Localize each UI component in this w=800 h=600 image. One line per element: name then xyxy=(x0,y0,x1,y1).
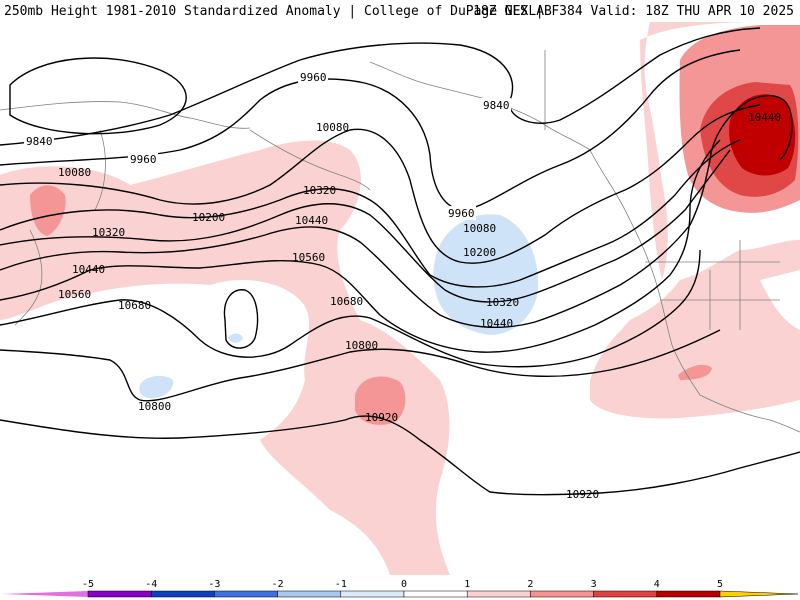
legend-segment xyxy=(593,590,658,598)
contour-label-9960-a: 9960 xyxy=(300,71,327,84)
contour-10200 xyxy=(0,139,741,288)
contour-9960 xyxy=(0,49,741,211)
contour-label-10320-a: 10320 xyxy=(303,184,336,197)
legend-tick-label: -3 xyxy=(208,579,220,590)
legend-tick-label: -5 xyxy=(82,579,94,590)
legend-tick-label: -4 xyxy=(145,579,157,590)
legend-segment xyxy=(277,590,342,598)
anomaly-neg-small-1 xyxy=(139,375,174,399)
anomaly-pos-west-pacific xyxy=(0,140,450,575)
contour-10560 xyxy=(0,139,721,353)
contour-10320 xyxy=(0,149,731,303)
legend-tick-label: 2 xyxy=(527,579,533,590)
legend-segment xyxy=(656,590,721,598)
legend-tick-label: -2 xyxy=(272,579,284,590)
coast-mexico xyxy=(699,394,800,433)
legend-segment-below-min xyxy=(2,591,88,597)
contour-label-10680-a: 10680 xyxy=(118,299,151,312)
anomaly-pos-central-core xyxy=(355,376,406,425)
legend-segment-above-max xyxy=(719,590,799,598)
contour-label-10920-a: 10920 xyxy=(365,411,398,424)
contour-label-10920-b: 10920 xyxy=(566,488,599,501)
contour-label-10320-b: 10320 xyxy=(92,226,125,239)
legend-segment xyxy=(150,590,215,598)
legend-tick-labels: -5 -4 -3 -2 -1 0 1 2 3 4 5 xyxy=(82,579,723,590)
legend-segment xyxy=(403,590,468,598)
coast-aleutians xyxy=(249,129,371,191)
contour-10440 xyxy=(0,94,793,329)
legend-tick-label: 1 xyxy=(464,579,470,590)
coast-siberia xyxy=(0,101,251,129)
contour-10800 xyxy=(0,329,721,402)
contour-label-9840-b: 9840 xyxy=(483,99,510,112)
legend-tick-label: 4 xyxy=(654,579,660,590)
contour-label-10080-a: 10080 xyxy=(316,121,349,134)
contour-label-10320-c: 10320 xyxy=(486,296,519,309)
contour-label-9840-a: 9840 xyxy=(26,135,53,148)
map-header: 250mb Height 1981-2010 Standardized Anom… xyxy=(0,0,800,22)
contour-label-10080-b: 10080 xyxy=(58,166,91,179)
contour-9840 xyxy=(0,27,761,146)
contour-10680-closed xyxy=(223,289,259,349)
anomaly-pos-northeast xyxy=(590,22,800,410)
contour-label-10680-b: 10680 xyxy=(330,295,363,308)
contour-label-10560-b: 10560 xyxy=(58,288,91,301)
contour-9840-left-closed xyxy=(9,57,187,135)
contour-label-9960-c: 9960 xyxy=(448,207,475,220)
anomaly-neg-small-2 xyxy=(228,333,243,343)
legend-segment xyxy=(530,590,594,598)
anomaly-pos-small-core xyxy=(678,364,712,380)
anomaly-color-scale: -5 -4 -3 -2 -1 0 1 2 3 4 5 xyxy=(2,579,799,598)
contour-label-10440-d: 10440 xyxy=(748,111,781,124)
coast-bc xyxy=(589,149,651,266)
legend-color-bar xyxy=(2,590,799,598)
contour-label-10800-b: 10800 xyxy=(138,400,171,413)
model-run-info: 18Z GFS | F384 Valid: 18Z THU APR 10 202… xyxy=(473,4,794,19)
anomaly-pos-northeast-4 xyxy=(729,94,796,176)
contour-label-10200-b: 10200 xyxy=(463,246,496,259)
contour-label-10440-a: 10440 xyxy=(295,214,328,227)
legend-segment xyxy=(87,590,152,598)
height-contours xyxy=(0,27,800,496)
contour-10680 xyxy=(0,249,701,368)
map-title: 250mb Height 1981-2010 Standardized Anom… xyxy=(4,4,552,19)
contour-10080 xyxy=(0,104,761,264)
legend-segment xyxy=(214,590,278,598)
contour-labels: 9840 9960 9840 9960 9960 10080 10080 100… xyxy=(24,70,781,501)
contour-label-10440-c: 10440 xyxy=(480,317,513,330)
contour-label-9960-b: 9960 xyxy=(130,153,157,166)
anomaly-neg-east-pacific xyxy=(433,214,539,335)
negative-anomaly-shading xyxy=(139,214,539,399)
legend-tick-label: 5 xyxy=(717,579,723,590)
contour-label-10440-b: 10440 xyxy=(72,263,105,276)
anomaly-pos-nw-pacific-core xyxy=(30,185,66,236)
legend-segment xyxy=(466,590,531,598)
coast-kamchatka xyxy=(94,129,106,211)
contour-10920 xyxy=(0,415,800,496)
contour-label-10080-c: 10080 xyxy=(463,222,496,235)
legend-tick-label: -1 xyxy=(335,579,347,590)
legend-tick-label: 0 xyxy=(401,579,407,590)
contour-label-10200-a: 10200 xyxy=(192,211,225,224)
anomaly-map: 9840 9960 9840 9960 9960 10080 10080 100… xyxy=(0,22,800,575)
legend-segment xyxy=(340,590,405,598)
contour-label-10560-a: 10560 xyxy=(292,251,325,264)
contour-label-10800-a: 10800 xyxy=(345,339,378,352)
legend-tick-label: 3 xyxy=(591,579,597,590)
